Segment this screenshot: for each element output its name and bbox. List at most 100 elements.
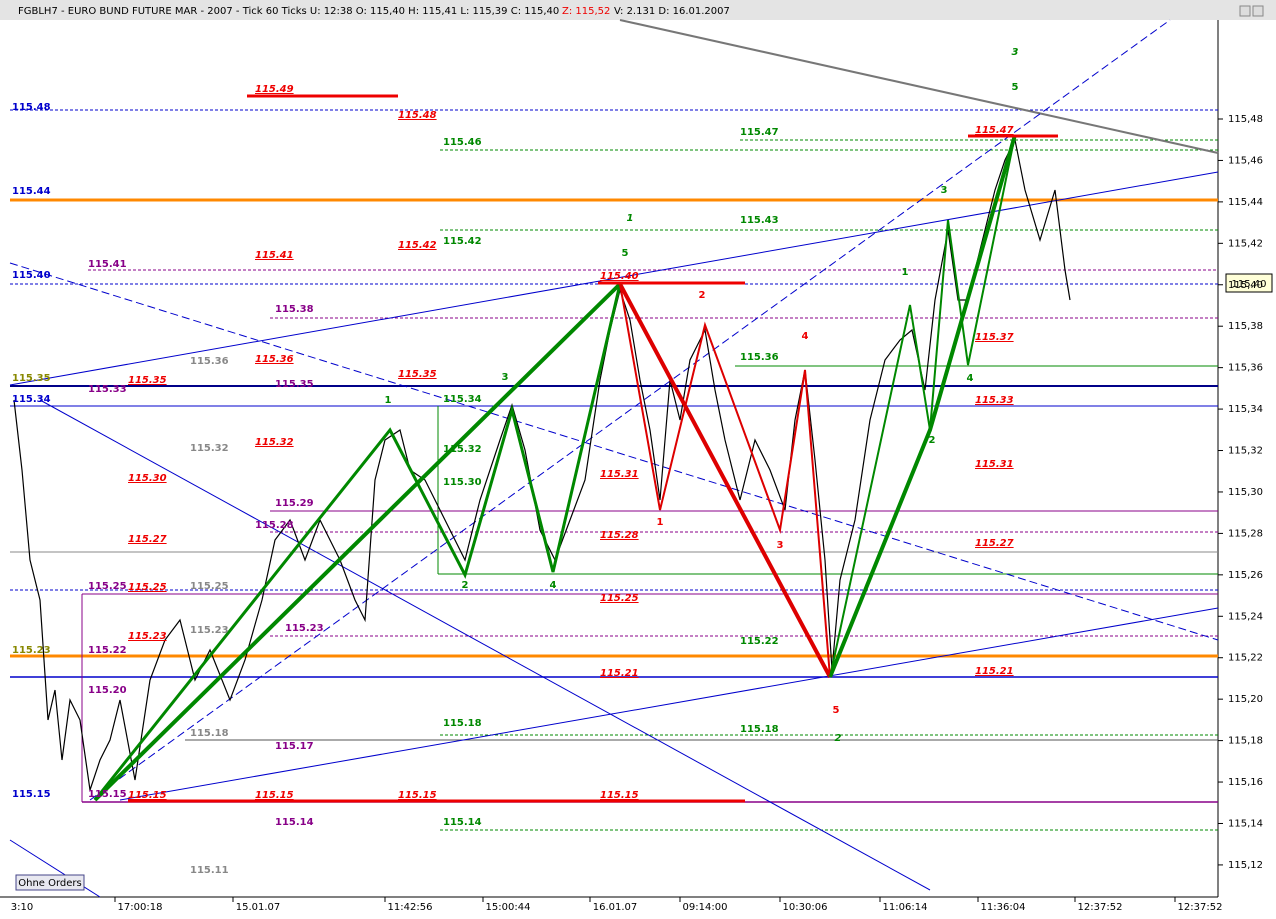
level-label: 115.31 [600,469,639,480]
level-label: 115.40 [12,270,51,281]
current-price: 115,40 [1232,279,1267,290]
minimize-button[interactable] [1239,5,1251,17]
price-tick-label: 115,28 [1228,528,1263,539]
price-tick-label: 115,20 [1228,694,1263,705]
price-tick-label: 115,32 [1228,446,1263,457]
wave-label: 3 [941,185,948,196]
price-tick-label: 115,38 [1228,321,1263,332]
level-label: 115.38 [275,304,314,315]
level-label: 115.11 [190,865,229,876]
level-label: 115.40 [600,271,639,282]
time-tick-label: 11:42:56 [388,902,433,913]
level-label: 115.32 [190,443,229,454]
level-label: 115.27 [128,534,167,545]
level-label: 115.42 [443,236,482,247]
level-label: 115.42 [398,240,437,251]
level-label: 115.30 [128,473,167,484]
level-label: 115.32 [255,437,294,448]
price-tick-label: 115,34 [1228,404,1263,415]
wave-label: 3 [1012,47,1019,58]
time-tick-label: 15.01.07 [236,902,281,913]
wave-label: 2 [835,733,842,744]
level-label: 115.36 [255,354,294,365]
level-label: 115.28 [600,530,639,541]
orders-button[interactable] [15,874,85,891]
time-tick-label: 12:37:52 [1178,902,1223,913]
level-label: 115.14 [275,817,314,828]
wave-label: 1 [627,213,634,224]
level-label: 115.47 [740,127,779,138]
time-tick-label: 12:37:52 [1078,902,1123,913]
level-label: 115.36 [740,352,779,363]
price-tick-label: 115,44 [1228,197,1263,208]
wave-major [93,282,622,802]
wave-label: 3 [502,372,509,383]
time-tick-label: 10:30:06 [783,902,828,913]
levels [10,109,1218,831]
level-label: 115.14 [443,817,482,828]
wave-label: 4 [550,580,557,591]
price-tick-label: 115,16 [1228,777,1263,788]
header-title: FGBLH7 - EURO BUND FUTURE MAR - 2007 - T… [18,6,559,17]
level-label: 115.18 [190,728,229,739]
level-label: 115.48 [398,110,437,121]
price-tick-label: 115,22 [1228,653,1263,664]
level-label: 115.29 [275,498,314,509]
wave-major-red [618,283,832,678]
level-label: 115.35 [12,373,51,384]
price-tick-label: 115,18 [1228,736,1263,747]
wave-label: 4 [967,373,974,384]
level-label: 115.36 [190,356,229,367]
current-price-box [1225,273,1273,293]
level-label: 115.17 [275,741,314,752]
level-label: 115.23 [285,623,324,634]
level-label: 115.23 [128,631,167,642]
level-label: 115.27 [975,538,1014,549]
level-label: 115.35 [398,369,437,380]
level-label: 115.15 [255,790,294,801]
level-label: 115.20 [88,685,127,696]
level-label: 115.15 [128,790,167,801]
wave-label: 5 [622,248,629,259]
close-button[interactable] [1252,5,1264,17]
time-tick-label: 15:00:44 [486,902,531,913]
level-label: 115.21 [600,668,639,679]
time-tick-label: 3:10 [11,902,33,913]
wave-minor-red [619,283,831,678]
wave-label: 5 [1012,82,1019,93]
time-tick-label: 11:06:14 [883,902,928,913]
time-tick-label: 17:00:18 [118,902,163,913]
price-tick-label: 115,12 [1228,860,1263,871]
level-label: 115.47 [975,125,1014,136]
level-label: 115.22 [88,645,127,656]
wave-label: 1 [385,395,392,406]
level-label: 115.34 [443,394,482,405]
price-tick-label: 115,30 [1228,487,1263,498]
level-label: 115.25 [128,582,167,593]
wave-label: 1 [902,267,909,278]
price-tick-label: 115,40 [1228,280,1263,291]
trend-lines [9,19,1219,898]
orders-button-label[interactable]: Ohne Orders [18,878,82,889]
level-label: 115.23 [12,645,51,656]
level-label: 115.49 [255,84,294,95]
level-label: 115.41 [255,250,294,261]
level-label: 115.23 [190,625,229,636]
level-label: 115.48 [12,102,51,113]
wave-label: 2 [699,290,706,301]
level-label: 115.44 [12,186,51,197]
level-label: 115.33 [975,395,1014,406]
time-tick-label: 09:14:00 [683,902,728,913]
level-label: 115.25 [88,581,127,592]
level-label: 115.15 [398,790,437,801]
price-bars [13,138,1071,791]
wave-minor [93,283,622,801]
header-z: Z: 115,52 [562,6,610,17]
wave-label: 5 [833,705,840,716]
title-bar [0,0,1276,20]
level-label: 115.34 [12,394,51,405]
wave-label: 2 [929,435,936,446]
level-label: 115.21 [975,666,1014,677]
